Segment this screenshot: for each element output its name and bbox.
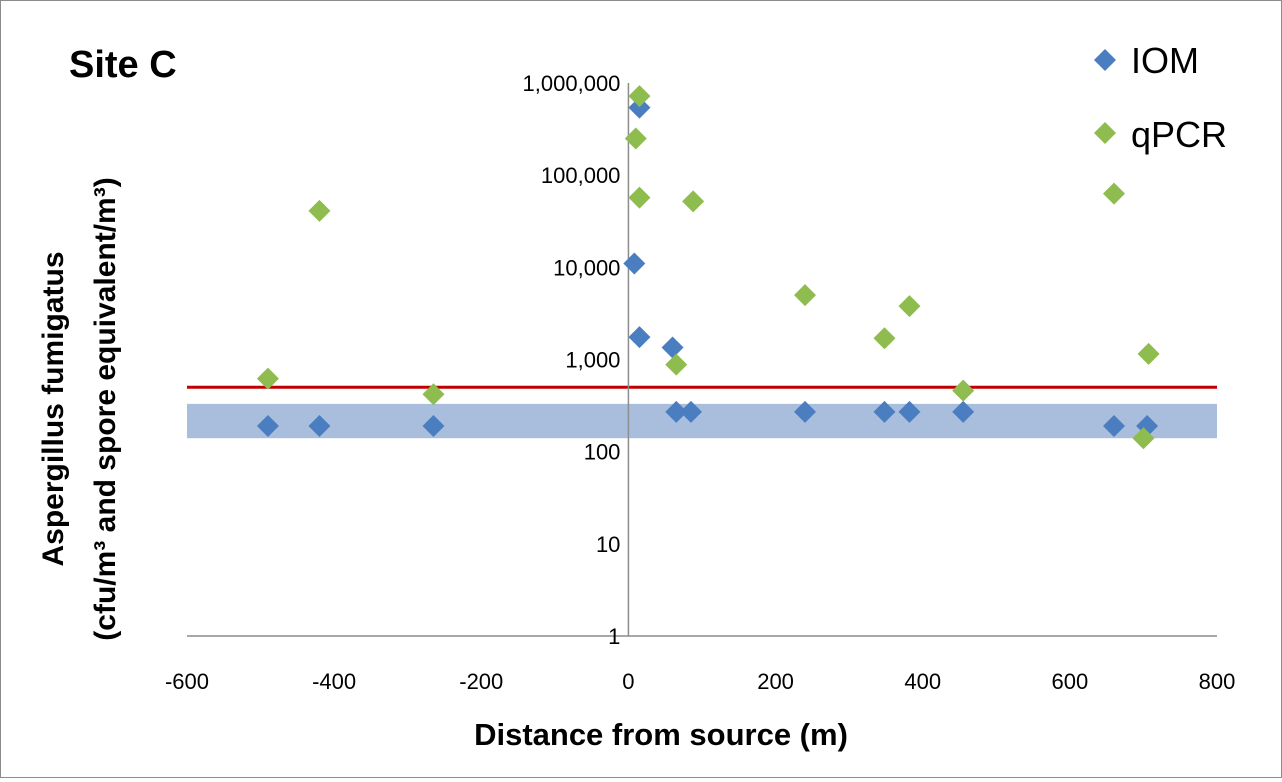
x-tick-label: -200 (459, 669, 503, 694)
x-tick-label: 200 (757, 669, 794, 694)
legend-label-iom: IOM (1131, 40, 1199, 81)
data-point-iom (1103, 414, 1125, 437)
data-point-qpcr (898, 295, 921, 318)
data-point-iom (665, 400, 688, 423)
x-tick-label: 600 (1051, 669, 1088, 694)
y-tick-label: 100 (584, 440, 621, 465)
data-point-iom (308, 414, 331, 437)
data-point-qpcr (665, 353, 688, 376)
x-axis-label: Distance from source (m) (474, 717, 848, 752)
data-point-iom (628, 326, 651, 349)
data-point-iom (623, 252, 646, 275)
y-axis-ticks: 1 10 100 1,000 10,000 100,000 1,000,000 (523, 71, 621, 649)
x-tick-label: -600 (165, 669, 209, 694)
data-point-qpcr (308, 199, 331, 222)
shaded-band (187, 403, 1217, 439)
y-axis-label-line2: (cfu/m³ and spore equivalent/m³) (89, 177, 122, 640)
x-axis-ticks: -600 -400 -200 0 200 400 600 800 (165, 669, 1235, 694)
data-point-iom (422, 414, 445, 437)
data-point-qpcr (1132, 427, 1155, 450)
data-point-qpcr (1103, 182, 1125, 205)
data-points (256, 85, 1160, 450)
data-point-qpcr (682, 190, 705, 213)
data-point-iom (794, 400, 816, 423)
legend-marker-qpcr (1094, 122, 1116, 144)
data-point-qpcr (1137, 342, 1160, 365)
legend-label-qpcr: qPCR (1131, 114, 1227, 155)
data-point-qpcr (628, 186, 651, 209)
data-point-qpcr (794, 284, 816, 307)
legend: IOM qPCR (1094, 40, 1227, 155)
y-tick-label: 10,000 (553, 255, 620, 280)
data-point-iom (952, 400, 975, 423)
chart-title: Site C (69, 44, 177, 86)
x-tick-label: 400 (904, 669, 941, 694)
data-point-qpcr (256, 367, 279, 390)
data-point-qpcr (952, 379, 975, 402)
data-point-iom (256, 414, 279, 437)
y-tick-label: 1,000,000 (523, 71, 621, 96)
y-tick-label: 10 (596, 532, 620, 557)
data-point-qpcr (873, 327, 896, 350)
y-tick-label: 1,000 (565, 348, 620, 373)
y-tick-label: 100,000 (541, 163, 621, 188)
data-point-qpcr (624, 127, 647, 150)
data-point-iom (679, 400, 702, 423)
legend-marker-iom (1094, 49, 1116, 71)
y-axis-label-line1: Aspergillus fumigatus (37, 251, 70, 566)
data-point-qpcr (628, 85, 651, 108)
y-axis-label-group: Aspergillus fumigatus (cfu/m³ and spore … (37, 177, 122, 640)
y-tick-label: 1 (608, 624, 620, 649)
data-point-iom (898, 400, 921, 423)
data-point-iom (873, 400, 896, 423)
x-tick-label: 0 (622, 669, 634, 694)
x-tick-label: 800 (1199, 669, 1236, 694)
x-tick-label: -400 (312, 669, 356, 694)
data-point-qpcr (422, 383, 445, 406)
data-point-iom (661, 336, 684, 359)
data-point-iom (628, 96, 651, 119)
